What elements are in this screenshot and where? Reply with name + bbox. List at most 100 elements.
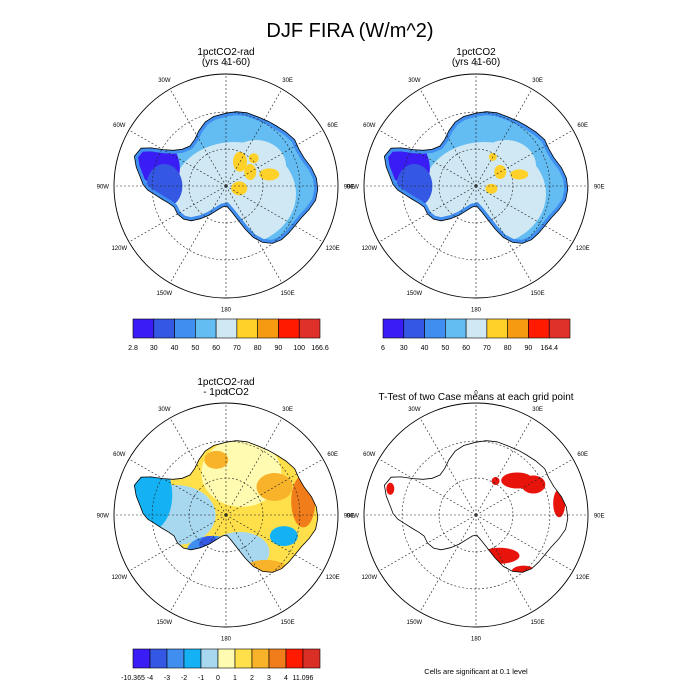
longitude-label: 60E: [327, 123, 338, 129]
longitude-label: 180: [471, 637, 482, 643]
meridian-line: [475, 514, 574, 572]
longitude-label: 60W: [113, 123, 126, 129]
longitude-label: 150E: [281, 291, 295, 297]
colorbar-label: 0: [216, 675, 220, 682]
longitude-label: 120E: [576, 246, 590, 252]
map-panel-2: 0 30E 60E 90E 120E 150E 180 150W 120W 90W 60W 30W: [347, 61, 605, 313]
colorbar-box: [486, 318, 508, 339]
meridian-line: [419, 185, 477, 284]
coastline: [383, 440, 569, 573]
colorbar-label: 70: [483, 345, 491, 352]
colorbar-2: 6 30 40 50 60 70 80 90 164.4: [381, 318, 571, 352]
meridian-line: [225, 514, 324, 572]
meridian-line: [169, 88, 227, 187]
diff-patch: [204, 450, 229, 469]
colorbar-box: [132, 648, 151, 669]
meridian-line: [225, 514, 283, 613]
meridian-line: [475, 129, 574, 187]
meridian-line: [378, 458, 477, 516]
colorbar-label: 40: [171, 345, 179, 352]
longitude-label: 90W: [97, 514, 110, 520]
longitude-label: 90E: [344, 185, 355, 191]
colorbar-label: 3: [267, 675, 271, 682]
colorbar-label: 80: [254, 345, 262, 352]
colorbar-label: 40: [421, 345, 429, 352]
coastline: [383, 111, 569, 244]
colorbar-label: 4: [284, 675, 288, 682]
longitude-label: 150W: [407, 620, 423, 626]
colorbar-box: [234, 648, 253, 669]
longitude-label: 30E: [282, 78, 293, 84]
meridian-line: [475, 185, 533, 284]
longitude-label: 60E: [577, 452, 588, 458]
diff-patch: [291, 475, 316, 528]
warm-spot: [259, 168, 280, 181]
map-panel-4: 0 30E 60E 90E 120E 150E 180 150W 120W 90W 60W 30W: [347, 390, 605, 642]
map-boundary: [363, 402, 589, 628]
colorbar-label: 30: [400, 345, 408, 352]
meridian-line: [169, 185, 227, 284]
map-panel-1: 0 30E 60E 90E 120E 150E 180 150W 120W 90W 60W 30W: [97, 61, 355, 313]
colorbar-box: [278, 318, 300, 339]
colorbar-box: [382, 318, 405, 339]
colorbar-box: [424, 318, 446, 339]
longitude-label: 0: [474, 390, 478, 396]
meridian-line: [128, 458, 227, 516]
colorbar-box: [298, 318, 321, 339]
colorbar-label: 164.4: [540, 345, 558, 352]
longitude-label: 120W: [111, 575, 127, 581]
meridian-line: [169, 417, 227, 516]
longitude-label: 150W: [407, 291, 423, 297]
meridian-line: [169, 514, 227, 613]
plateau-patch: [476, 140, 536, 192]
significant-cell: [491, 477, 500, 486]
significant-cell: [479, 547, 520, 564]
colorbar-label: 70: [233, 345, 241, 352]
colorbar-label: -10.365: [121, 675, 145, 682]
colorbar-label: 2.8: [128, 345, 138, 352]
colorbar-box: [183, 648, 202, 669]
significant-cell: [521, 475, 546, 494]
longitude-label: 180: [221, 308, 232, 314]
warm-spot: [248, 153, 259, 164]
longitude-label: 30E: [532, 407, 543, 413]
warm-spot: [231, 181, 248, 196]
colorbar-label: 30: [150, 345, 158, 352]
panel-title-3-line2: - 1pctCO2: [203, 387, 249, 398]
coastline: [133, 111, 319, 244]
longitude-label: 90W: [97, 185, 110, 191]
colorbar-box: [217, 648, 236, 669]
diff-patch: [134, 458, 173, 531]
panel-title-4: T-Test of two Case means at each grid po…: [378, 392, 573, 403]
longitude-label: 90E: [344, 514, 355, 520]
colorbar-label: 50: [191, 345, 199, 352]
colorbar-box: [174, 318, 196, 339]
meridian-line: [128, 185, 227, 243]
colorbar-label: -2: [181, 675, 187, 682]
colorbar-box: [200, 648, 219, 669]
meridian-line: [378, 514, 477, 572]
colorbar-label: 60: [212, 345, 220, 352]
meridian-line: [475, 88, 533, 187]
meridian-line: [475, 514, 533, 613]
colorbar-box: [251, 648, 270, 669]
longitude-label: 90E: [594, 185, 605, 191]
colorbar-box: [548, 318, 571, 339]
colorbar-box: [268, 648, 287, 669]
longitude-label: 90W: [347, 514, 360, 520]
colorbar-label: 100: [293, 345, 305, 352]
map-boundary: [113, 73, 339, 299]
colorbar-label: 80: [504, 345, 512, 352]
colorbar-box: [403, 318, 425, 339]
meridian-line: [225, 458, 324, 516]
colorbar-label: 1: [233, 675, 237, 682]
longitude-label: 60E: [327, 452, 338, 458]
colorbar-box: [465, 318, 488, 339]
longitude-label: 150E: [281, 620, 295, 626]
field-patches: [134, 111, 318, 244]
longitude-label: 150E: [531, 291, 545, 297]
colorbar-box: [236, 318, 258, 339]
longitude-label: 60W: [363, 123, 376, 129]
warm-spot: [510, 169, 529, 180]
